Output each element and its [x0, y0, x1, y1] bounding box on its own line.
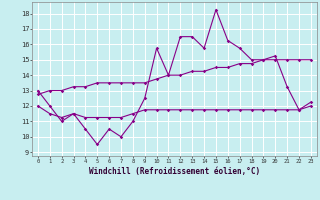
X-axis label: Windchill (Refroidissement éolien,°C): Windchill (Refroidissement éolien,°C)	[89, 167, 260, 176]
